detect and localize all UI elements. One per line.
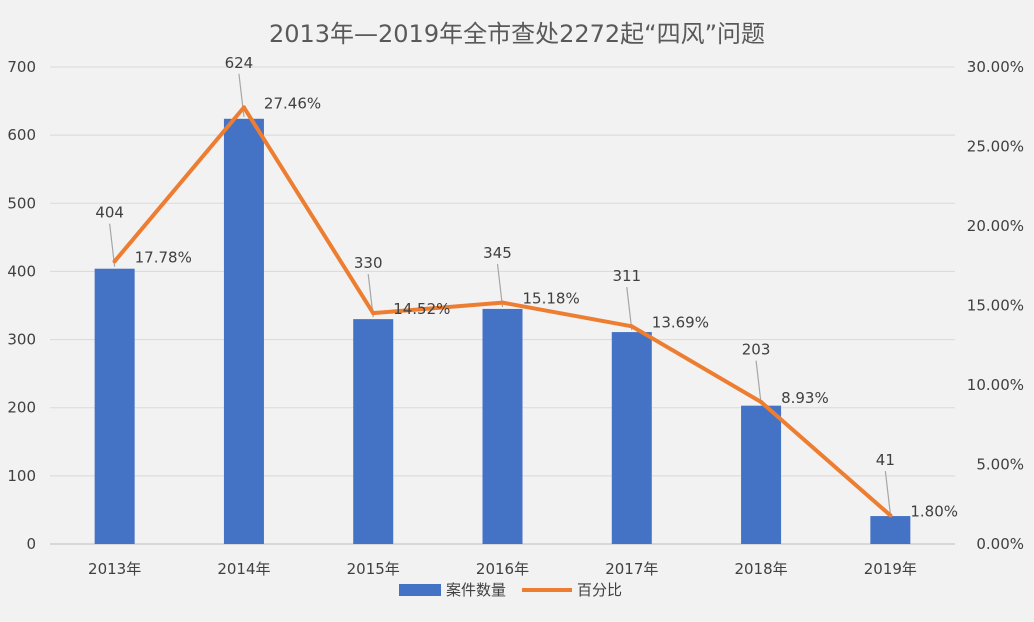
line-series — [112, 105, 893, 518]
percent-label: 1.80% — [910, 502, 958, 520]
legend-label-line: 百分比 — [577, 581, 622, 599]
bar-value-label: 345 — [483, 244, 512, 262]
line-point — [629, 324, 634, 329]
left-tick-label: 600 — [7, 126, 36, 144]
x-tick-label: 2013年 — [88, 560, 141, 578]
legend-label-bar: 案件数量 — [446, 581, 506, 599]
bar-value-label: 203 — [742, 341, 771, 359]
bar — [611, 332, 652, 544]
left-tick-label: 700 — [7, 58, 36, 76]
leader-line — [755, 360, 762, 404]
bar — [94, 268, 135, 544]
bar-value-label: 311 — [612, 267, 641, 285]
legend-swatch-bar — [399, 584, 441, 596]
x-tick-label: 2018年 — [734, 560, 787, 578]
percent-label: 14.52% — [393, 300, 450, 318]
x-tick-label: 2019年 — [864, 560, 917, 578]
left-tick-label: 300 — [7, 331, 36, 349]
bar-value-label: 330 — [354, 254, 383, 272]
left-tick-label: 0 — [26, 535, 36, 553]
bar-series — [94, 118, 911, 544]
leader-line — [626, 287, 633, 331]
bar — [353, 319, 394, 544]
x-tick-label: 2014年 — [217, 560, 270, 578]
line-point — [759, 400, 764, 405]
right-tick-label: 10.00% — [967, 376, 1024, 394]
percent-label: 15.18% — [523, 290, 580, 308]
percent-label: 27.46% — [264, 94, 321, 112]
bar-value-label: 41 — [876, 451, 895, 469]
line-point — [371, 311, 376, 316]
leader-line — [496, 263, 504, 307]
x-axis: 2013年 2014年 2015年 2016年 2017年 2018年 2019年 — [88, 560, 917, 578]
bar — [223, 118, 264, 544]
right-tick-label: 30.00% — [967, 58, 1024, 76]
line-point — [500, 300, 505, 305]
percent-label: 17.78% — [135, 248, 192, 266]
right-tick-label: 20.00% — [967, 217, 1024, 235]
legend: 案件数量 百分比 — [399, 581, 622, 599]
line-point — [241, 105, 246, 110]
chart-title: 2013年—2019年全市查处2272起“四风”问题 — [269, 20, 765, 48]
left-tick-label: 500 — [7, 194, 36, 212]
bar — [741, 405, 782, 544]
left-tick-label: 200 — [7, 399, 36, 417]
x-tick-label: 2015年 — [347, 560, 400, 578]
x-tick-label: 2017年 — [605, 560, 658, 578]
left-tick-label: 100 — [7, 467, 36, 485]
percent-label: 8.93% — [781, 389, 829, 407]
data-labels: 404 624 330 345 311 203 41 17.78% 27.46% 14.52% 15… — [95, 54, 958, 521]
right-tick-label: 0.00% — [976, 535, 1024, 553]
right-tick-label: 15.00% — [967, 297, 1024, 315]
percent-label: 13.69% — [652, 313, 709, 331]
x-tick-label: 2016年 — [476, 560, 529, 578]
line-point — [112, 259, 117, 264]
left-axis: 0 100 200 300 400 500 600 700 — [7, 58, 36, 553]
bar-value-label: 404 — [95, 204, 124, 222]
right-tick-label: 5.00% — [976, 456, 1024, 474]
leader-line — [884, 470, 891, 515]
bar — [482, 308, 523, 544]
line-point — [888, 513, 893, 518]
right-tick-label: 25.00% — [967, 138, 1024, 156]
bar — [870, 516, 911, 544]
right-axis: 0.00% 5.00% 10.00% 15.00% 20.00% 25.00% 30.00% — [967, 58, 1024, 553]
left-tick-label: 400 — [7, 262, 36, 280]
bar-value-label: 624 — [225, 54, 254, 72]
